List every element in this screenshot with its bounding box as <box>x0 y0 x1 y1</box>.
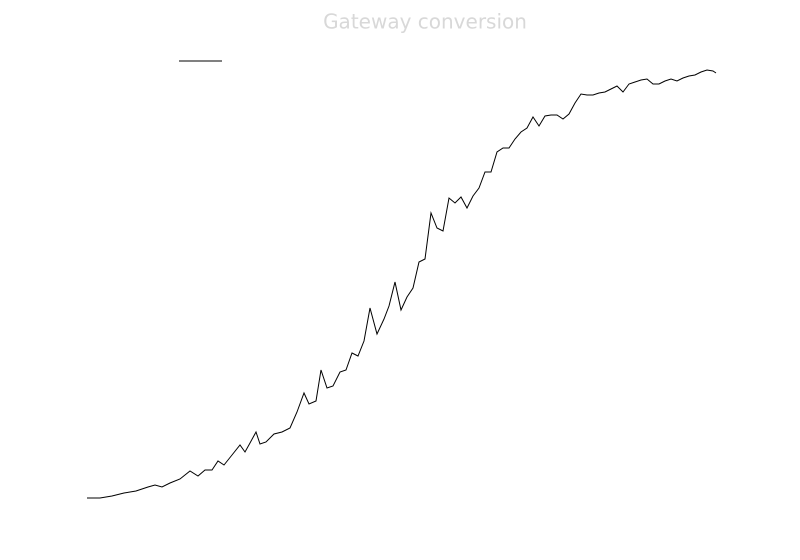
data-line <box>87 69 717 499</box>
chart-title: Gateway conversion <box>323 10 527 34</box>
